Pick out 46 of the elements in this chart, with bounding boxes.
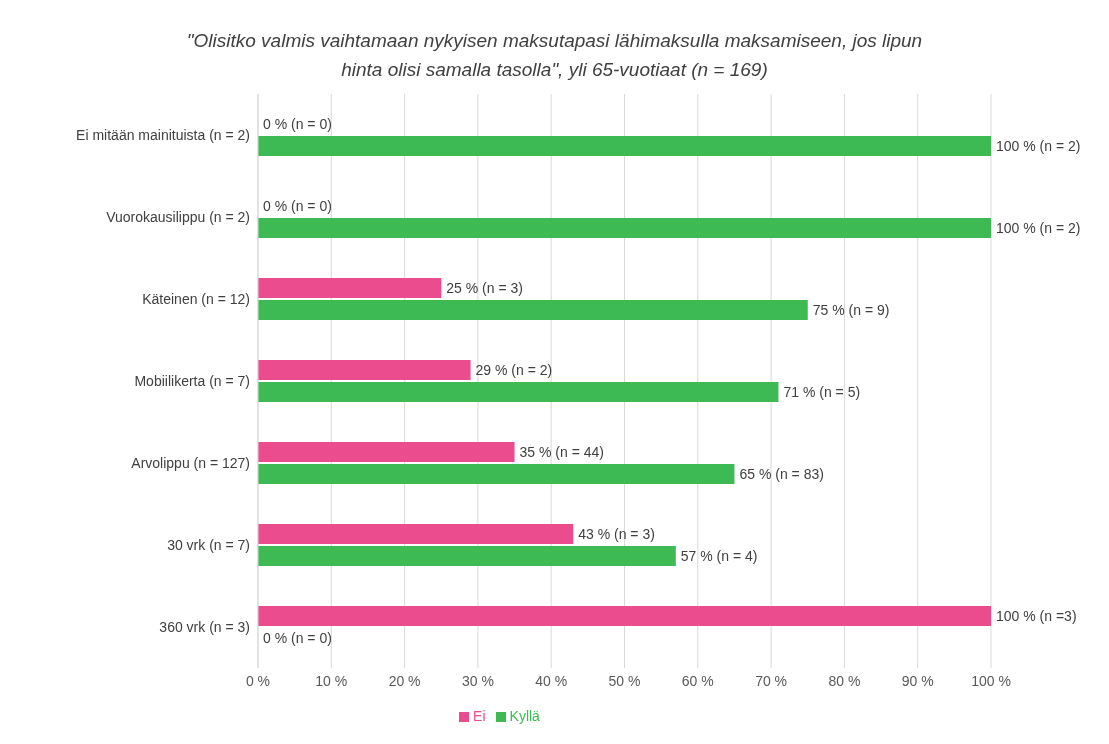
bar xyxy=(258,360,471,380)
data-label: 57 % (n = 4) xyxy=(680,548,758,564)
data-label: 35 % (n = 44) xyxy=(519,444,604,460)
data-label: 100 % (n =3) xyxy=(996,608,1077,624)
bar xyxy=(258,278,442,298)
bar xyxy=(258,218,991,238)
y-tick-label: Mobiilikerta (n = 7) xyxy=(134,372,250,389)
y-tick-label: Vuorokausilippu (n = 2) xyxy=(106,208,250,225)
data-label: 65 % (n = 83) xyxy=(739,466,824,482)
data-label: 29 % (n = 2) xyxy=(475,362,553,378)
y-tick-label: Arvolippu (n = 127) xyxy=(131,454,250,471)
x-tick-label: 50 % xyxy=(608,672,641,689)
y-tick-label: 360 vrk (n = 3) xyxy=(159,618,250,635)
legend-label: Kyllä xyxy=(509,708,540,724)
data-label: 71 % (n = 5) xyxy=(783,384,861,400)
bar xyxy=(258,442,515,462)
y-tick-label: 30 vrk (n = 7) xyxy=(167,536,250,553)
bar xyxy=(258,136,991,156)
bar xyxy=(258,382,779,402)
x-tick-label: 10 % xyxy=(315,672,348,689)
data-label: 100 % (n = 2) xyxy=(996,220,1081,236)
bar xyxy=(258,464,735,484)
y-tick-label: Ei mitään mainituista (n = 2) xyxy=(76,126,250,143)
x-tick-label: 60 % xyxy=(681,672,714,689)
x-tick-label: 20 % xyxy=(388,672,421,689)
x-tick-label: 40 % xyxy=(535,672,568,689)
data-label: 43 % (n = 3) xyxy=(578,526,655,542)
x-tick-label: 80 % xyxy=(828,672,861,689)
bar xyxy=(258,606,991,626)
data-label: 100 % (n = 2) xyxy=(996,138,1081,154)
x-tick-label: 0 % xyxy=(245,672,271,689)
chart-title: "Olisitko valmis vaihtamaan nykyisen maksutapasi lähimaksulla maksamiseen, jos lipun hinta olisi samalla tasolla", yli 65-vuotiaat (n = 169) xyxy=(185,29,924,82)
data-label: 75 % (n = 9) xyxy=(812,302,890,318)
x-tick-label: 70 % xyxy=(755,672,788,689)
bar xyxy=(258,300,808,320)
x-tick-label: 30 % xyxy=(461,672,494,689)
data-label: 25 % (n = 3) xyxy=(446,280,523,296)
bar xyxy=(258,524,574,544)
data-label: 0 % (n = 0) xyxy=(263,116,332,132)
y-tick-label: Käteinen (n = 12) xyxy=(142,290,250,307)
x-tick-label: 90 % xyxy=(901,672,934,689)
x-tick-label: 100 % xyxy=(971,672,1011,689)
data-label: 0 % (n = 0) xyxy=(263,198,332,214)
legend-label: Ei xyxy=(473,708,486,724)
data-label: 0 % (n = 0) xyxy=(263,630,332,646)
bar xyxy=(258,546,676,566)
